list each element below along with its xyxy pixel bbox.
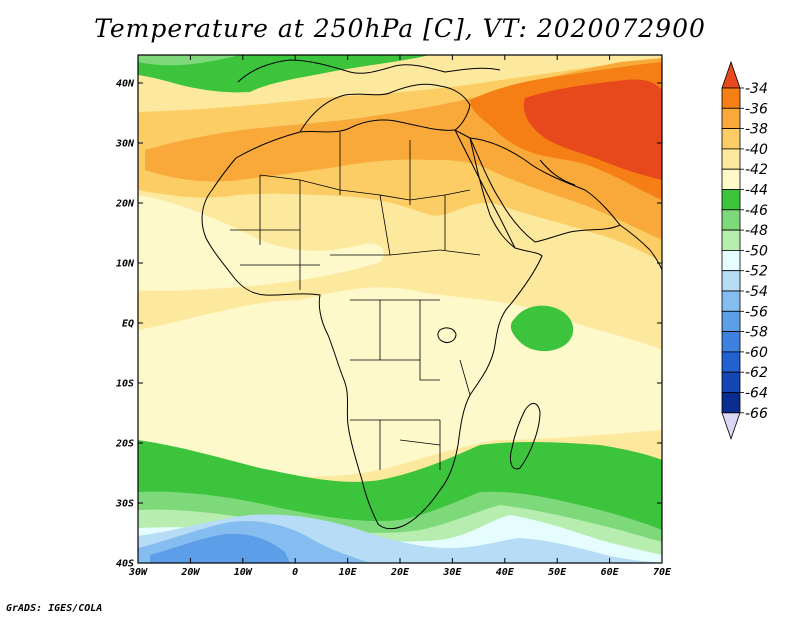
lon-tick-label: 20W	[180, 567, 200, 578]
page-title: Temperature at 250hPa [C], VT: 202007290…	[94, 14, 706, 43]
red-sea	[454, 129, 516, 249]
lat-tick-label: 30N	[115, 139, 135, 150]
colorbar-swatch	[721, 392, 741, 414]
lat-tick-label: 10N	[116, 259, 135, 270]
colorbar-swatch	[721, 270, 741, 292]
colorbar-swatch	[721, 310, 741, 332]
colorbar-label: -44	[745, 183, 768, 199]
lon-tick-label: 20E	[390, 567, 410, 578]
temperature-field	[138, 55, 662, 563]
colorbar-swatch	[721, 168, 741, 190]
colorbar-label: -64	[745, 386, 768, 402]
field-m34	[523, 79, 662, 180]
lon-tick-label: 60E	[601, 567, 620, 578]
colorbar-swatch	[721, 229, 741, 251]
colorbar-bottom-arrow	[721, 412, 741, 441]
colorbar-label: -62	[745, 365, 768, 381]
coastlines	[201, 59, 662, 530]
colorbar-label: -46	[745, 203, 768, 219]
field-m46-blob	[510, 305, 574, 352]
colorbar-label: -60	[745, 345, 768, 361]
colorbar-label: -38	[745, 122, 768, 138]
madagascar-coastline	[509, 403, 541, 470]
lon-tick-label: 40E	[496, 567, 515, 578]
colorbar-label: -42	[745, 162, 768, 178]
lon-tick-label: 10E	[339, 567, 358, 578]
lon-tick-label: 30E	[442, 567, 462, 578]
lat-tick-label: 30S	[115, 499, 134, 510]
colorbar-label: -50	[745, 243, 768, 259]
colorbar-label: -48	[745, 223, 768, 239]
colorbar-swatch	[721, 128, 741, 150]
colorbar-swatch	[721, 371, 741, 393]
lon-tick-label: 0	[292, 567, 298, 578]
colorbar-top-arrow	[721, 60, 741, 89]
colorbar-label: -54	[745, 284, 768, 300]
colorbar-label: -66	[745, 406, 768, 422]
colorbar-swatch	[721, 189, 741, 211]
field-m58	[150, 533, 290, 563]
persian-gulf	[539, 159, 576, 186]
lat-tick-label: EQ	[122, 319, 134, 330]
map-axes: 30W 20W 10W 0 10E 20E 30E 40E 50E 60E 70E 40N 30N 20N…	[115, 55, 672, 578]
lon-tick-label: 30W	[128, 567, 148, 578]
colorbar-label: -34	[745, 81, 768, 97]
field-m44-north	[138, 195, 384, 291]
field-m46-north	[138, 55, 430, 93]
colorbar: -34 -36 -38 -40 -42 -44 -46 -48 -50 -52 -54 -56 -58 -…	[721, 60, 768, 441]
lat-tick-label: 40S	[116, 559, 134, 570]
colorbar-swatch	[721, 351, 741, 373]
field-m46-nwpatch	[138, 55, 240, 66]
colorbar-swatch	[721, 148, 741, 170]
iberia-europe-coast	[237, 59, 501, 83]
colorbar-swatch	[721, 209, 741, 231]
lat-tick-label: 20N	[115, 199, 135, 210]
africa-borders	[230, 132, 481, 470]
arabia-coastline	[469, 137, 621, 243]
lon-tick-label: 10W	[234, 567, 253, 578]
colorbar-swatch	[721, 249, 741, 272]
colorbar-label: -36	[745, 101, 768, 117]
colorbar-swatch	[721, 107, 741, 130]
mediterranean-coast	[299, 83, 471, 133]
colorbar-swatch	[721, 87, 741, 109]
lake-victoria	[437, 327, 457, 343]
lat-tick-label: 20S	[115, 439, 134, 450]
india-coast	[619, 224, 662, 271]
lat-tick-label: 40N	[116, 79, 135, 90]
africa-coastline	[201, 119, 543, 530]
colorbar-label: -56	[745, 304, 768, 320]
colorbar-label: -52	[745, 264, 768, 280]
lon-tick-label: 70E	[653, 567, 672, 578]
colorbar-label: -40	[745, 142, 768, 158]
lat-tick-label: 10S	[116, 379, 134, 390]
colorbar-swatch	[721, 290, 741, 312]
colorbar-label: -58	[745, 325, 768, 341]
grads-credit: GrADS: IGES/COLA	[6, 603, 103, 614]
colorbar-swatch	[721, 331, 741, 353]
lon-tick-label: 50E	[548, 567, 567, 578]
